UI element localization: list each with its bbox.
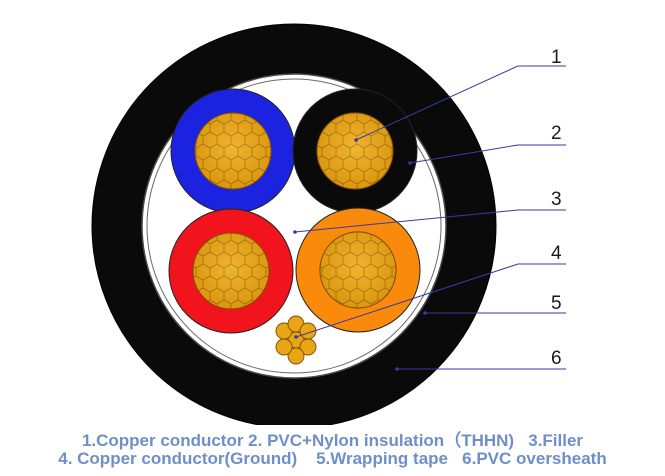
conductor-red (168, 208, 294, 334)
conductor-blue (170, 88, 296, 214)
leader-line-4 (295, 263, 566, 338)
callout-number-3: 3 (551, 189, 562, 210)
callout-number-4: 4 (551, 243, 562, 264)
leader-line-2 (409, 144, 566, 164)
callout-number-1: 1 (551, 47, 562, 68)
conductor-orange (295, 207, 421, 333)
callout-number-6: 6 (551, 348, 562, 369)
callout-number-2: 2 (551, 123, 562, 144)
callout-number-5: 5 (551, 293, 562, 314)
conductor-black (292, 88, 418, 214)
leader-line-3 (294, 209, 566, 233)
leader-lines (294, 65, 566, 370)
leader-arrowheads (293, 138, 427, 371)
leader-line-1 (355, 65, 566, 141)
caption-line-2: 4. Copper conductor(Ground) 5.Wrapping t… (58, 449, 607, 468)
cable-cross-section-diagram: 1 2 3 4 5 6 (91, 23, 566, 425)
caption-line-1: 1.Copper conductor 2. PVC+Nylon insulati… (81, 431, 584, 450)
